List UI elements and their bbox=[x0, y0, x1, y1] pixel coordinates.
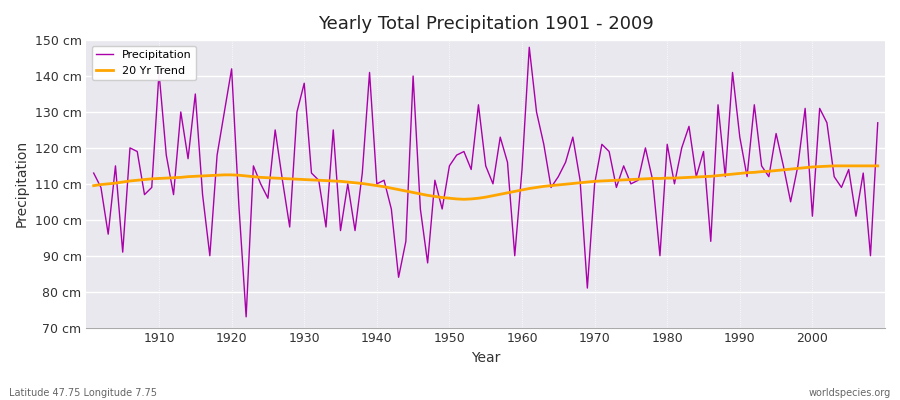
Line: 20 Yr Trend: 20 Yr Trend bbox=[94, 166, 878, 199]
Precipitation bbox=[88, 171, 99, 176]
Precipitation bbox=[618, 164, 629, 168]
Precipitation bbox=[517, 167, 527, 172]
Text: Latitude 47.75 Longitude 7.75: Latitude 47.75 Longitude 7.75 bbox=[9, 388, 157, 398]
Legend: Precipitation, 20 Yr Trend: Precipitation, 20 Yr Trend bbox=[92, 46, 196, 80]
Line: Precipitation: Precipitation bbox=[94, 47, 878, 317]
20 Yr Trend bbox=[872, 164, 883, 168]
20 Yr Trend bbox=[349, 180, 360, 185]
20 Yr Trend bbox=[611, 178, 622, 183]
Title: Yearly Total Precipitation 1901 - 2009: Yearly Total Precipitation 1901 - 2009 bbox=[318, 15, 653, 33]
Precipitation bbox=[147, 185, 158, 190]
Text: worldspecies.org: worldspecies.org bbox=[809, 388, 891, 398]
Precipitation bbox=[240, 314, 251, 319]
20 Yr Trend bbox=[458, 197, 469, 202]
20 Yr Trend bbox=[517, 188, 527, 192]
20 Yr Trend bbox=[829, 164, 840, 168]
20 Yr Trend bbox=[147, 176, 158, 181]
Y-axis label: Precipitation: Precipitation bbox=[15, 140, 29, 228]
20 Yr Trend bbox=[88, 183, 99, 188]
X-axis label: Year: Year bbox=[471, 351, 500, 365]
Precipitation bbox=[313, 178, 324, 183]
20 Yr Trend bbox=[524, 186, 535, 191]
Precipitation bbox=[524, 45, 535, 50]
20 Yr Trend bbox=[306, 178, 317, 182]
Precipitation bbox=[531, 110, 542, 114]
Precipitation bbox=[357, 171, 368, 176]
Precipitation bbox=[872, 120, 883, 125]
